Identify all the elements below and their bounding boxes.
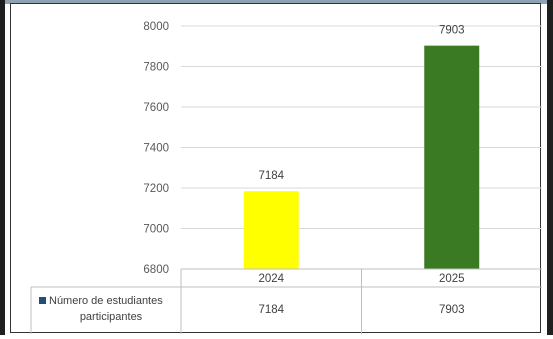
series-label-line1: Número de estudiantes (49, 295, 163, 307)
y-tick-label: 7200 (143, 183, 169, 195)
data-label: 7903 (439, 25, 465, 37)
x-tick-label: 2024 (258, 273, 284, 285)
y-tick-label: 7400 (143, 143, 169, 155)
y-tick-label: 7800 (143, 62, 169, 74)
bar-2025 (424, 45, 480, 269)
y-tick-label: 7600 (143, 102, 169, 114)
bar-2024 (243, 191, 299, 269)
x-tick-label: 2025 (439, 273, 465, 285)
gridlines (181, 25, 542, 270)
legend-marker (39, 297, 46, 304)
chart-area: 6800 7000 7200 7400 7600 7800 8000 7184 7903 20… (10, 3, 542, 334)
data-labels: 7184 7903 (258, 25, 464, 183)
y-tick-label: 8000 (143, 21, 169, 33)
data-label: 7184 (258, 170, 284, 182)
y-axis-tick-labels: 6800 7000 7200 7400 7600 7800 8000 (143, 21, 169, 276)
series-label-line2: participantes (80, 311, 143, 323)
window-top-edge (0, 0, 553, 4)
table-cell: 7184 (258, 304, 284, 316)
y-tick-label: 6800 (143, 264, 169, 276)
table-cell: 7903 (439, 304, 465, 316)
right-border-bar (547, 0, 553, 335)
bars (243, 45, 480, 269)
left-border-bar (0, 0, 5, 335)
y-tick-label: 7000 (143, 224, 169, 236)
data-table: 2024 7184 2025 7903 Número de estudiantes par… (30, 268, 542, 334)
bar-chart: 6800 7000 7200 7400 7600 7800 8000 7184 7903 20… (30, 21, 542, 334)
